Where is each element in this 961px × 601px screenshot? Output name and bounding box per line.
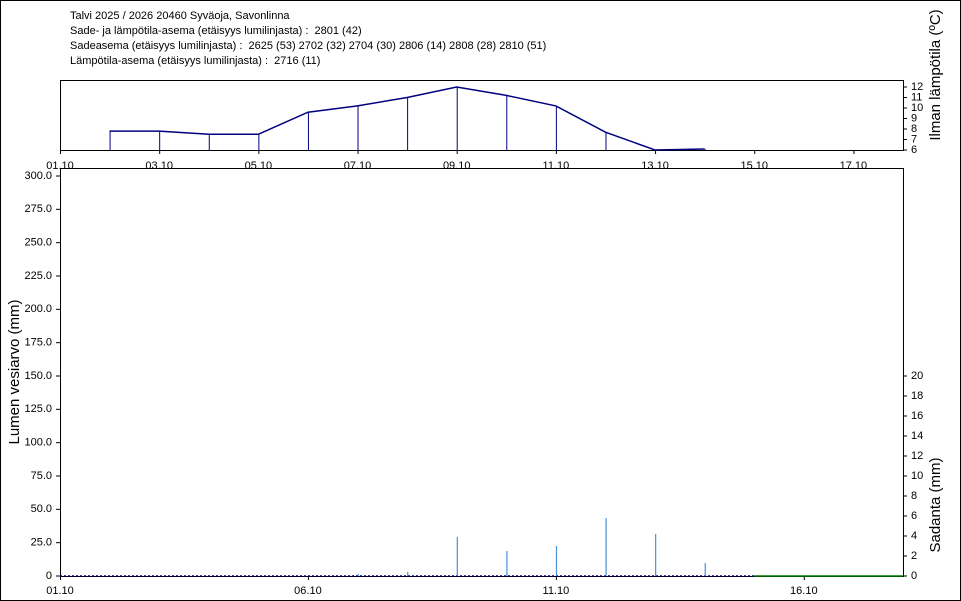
y2-tick-label: 8 bbox=[911, 490, 917, 502]
x-tick-label: 01.10 bbox=[46, 160, 74, 172]
y2-tick-label: 2 bbox=[911, 550, 917, 562]
y2-tick-label: 10 bbox=[911, 470, 923, 482]
x-tick-label: 16.10 bbox=[790, 585, 818, 597]
y2-tick-label: 10 bbox=[911, 102, 923, 114]
y2-tick-label: 18 bbox=[911, 390, 923, 402]
y-tick-label: 75.0 bbox=[31, 470, 52, 482]
title: Talvi 2025 / 2026 20460 Syväoja, Savonli… bbox=[70, 10, 290, 22]
subtitle: Sade- ja lämpötila-asema (etäisyys lumil… bbox=[70, 25, 362, 37]
y2-tick-label: 6 bbox=[911, 144, 917, 156]
y-tick-label: 150.0 bbox=[24, 370, 52, 382]
precip-bar bbox=[704, 563, 706, 576]
y-tick-label: 100.0 bbox=[24, 437, 52, 449]
x-tick-label: 03.10 bbox=[145, 160, 173, 172]
x-tick-label: 06.10 bbox=[294, 585, 322, 597]
y-tick-label: 25.0 bbox=[31, 537, 52, 549]
subtitle: Sadeasema (etäisyys lumilinjasta) : 2625… bbox=[70, 40, 546, 52]
precip-bar bbox=[605, 518, 607, 576]
y2-tick-label: 20 bbox=[911, 370, 923, 382]
y2-tick-label: 16 bbox=[911, 410, 923, 422]
x-tick-label: 09.10 bbox=[443, 160, 471, 172]
y-tick-label: 250.0 bbox=[24, 237, 52, 249]
y2-tick-label: 6 bbox=[911, 510, 917, 522]
temp-frame bbox=[60, 80, 904, 151]
y-tick-label: 50.0 bbox=[31, 503, 52, 515]
x-tick-label: 13.10 bbox=[641, 160, 669, 172]
x-tick-label: 17.10 bbox=[840, 160, 868, 172]
x-tick-label: 01.10 bbox=[46, 585, 74, 597]
y-tick-label: 300.0 bbox=[24, 170, 52, 182]
y2-tick-label: 8 bbox=[911, 123, 917, 135]
y2-tick-label: 4 bbox=[911, 530, 917, 542]
precip-bar bbox=[456, 537, 458, 576]
precip-bar bbox=[555, 546, 558, 576]
y2-tick-label: 11 bbox=[911, 91, 922, 103]
precip-bar bbox=[407, 572, 409, 576]
y-tick-label: 175.0 bbox=[24, 337, 52, 349]
y-tick-label: 0 bbox=[46, 570, 52, 582]
y2-label: Ilman lämpötila (ºC) bbox=[927, 9, 944, 140]
y-label: Lumen vesiarvo (mm) bbox=[6, 299, 23, 444]
line bbox=[109, 86, 705, 151]
x-tick-label: 15.10 bbox=[740, 160, 768, 172]
y-tick-label: 275.0 bbox=[24, 203, 52, 215]
precip-bar bbox=[357, 574, 359, 576]
subtitle: Lämpötila-asema (etäisyys lumilinjasta) … bbox=[70, 55, 320, 67]
y-tick-label: 200.0 bbox=[24, 303, 52, 315]
y2-label: Sadanta (mm) bbox=[927, 457, 944, 552]
x-tick-label: 11.10 bbox=[543, 585, 570, 597]
y2-tick-label: 7 bbox=[911, 133, 917, 145]
y2-tick-label: 12 bbox=[911, 81, 923, 93]
y2-tick-label: 9 bbox=[911, 112, 917, 124]
y2-tick-label: 0 bbox=[911, 570, 917, 582]
precip-bar bbox=[506, 551, 508, 576]
x-tick-label: 07.10 bbox=[344, 160, 372, 172]
x-tick-label: 11.10 bbox=[543, 160, 570, 172]
y-tick-label: 225.0 bbox=[24, 270, 52, 282]
y2-tick-label: 14 bbox=[911, 430, 923, 442]
y2-tick-label: 12 bbox=[911, 450, 923, 462]
precip-bar bbox=[655, 534, 657, 576]
y-tick-label: 125.0 bbox=[24, 403, 52, 415]
x-tick-label: 05.10 bbox=[245, 160, 273, 172]
